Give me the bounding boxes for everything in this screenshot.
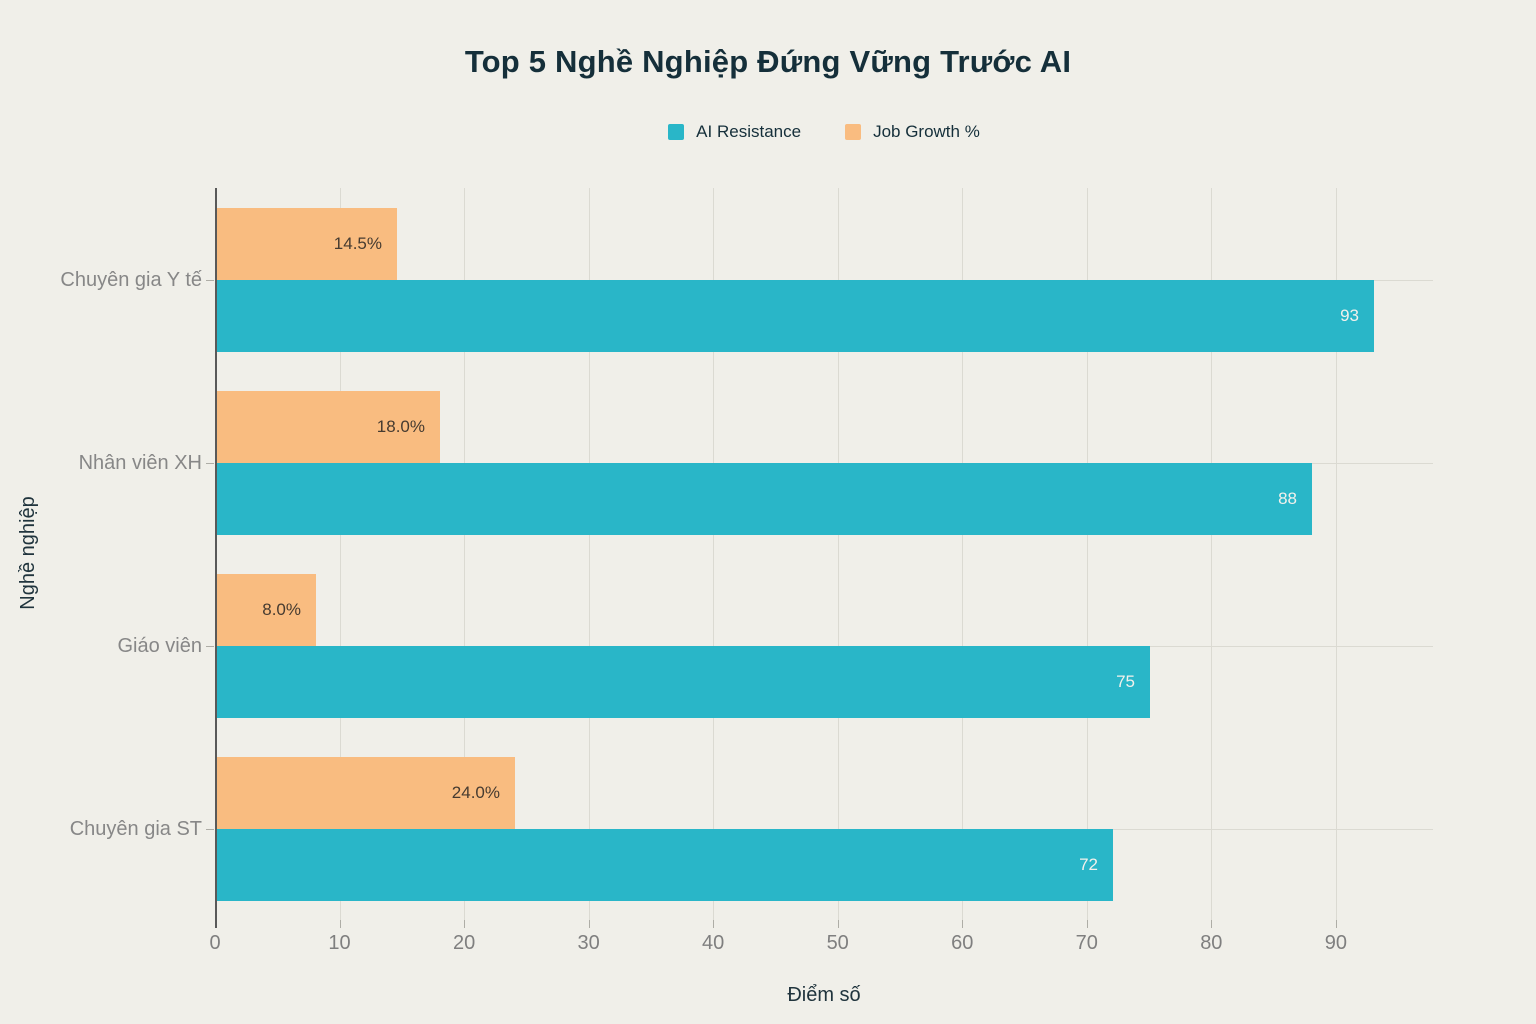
bar-label-job-growth: 8.0% [262,599,301,619]
x-tick-label: 40 [702,932,725,954]
legend-swatch-job-growth-icon [845,124,862,140]
bar-label-job-growth: 14.5% [333,233,382,253]
x-tick-mark [1335,920,1337,928]
x-tick-label: 80 [1200,932,1223,954]
gridline-vertical [713,188,715,920]
y-tick-mark [206,279,214,281]
y-axis-category-label: Chuyên gia ST [69,817,202,840]
chart-title: Top 5 Nghề Nghiệp Đứng Vững Trước AI [464,44,1072,79]
x-tick-mark [713,920,715,928]
x-tick-label: 20 [452,932,476,954]
x-tick-mark [962,920,964,928]
x-axis-title: Điểm số [787,984,861,1006]
x-tick-mark [1086,920,1088,928]
bar-job-growth[interactable] [216,573,316,646]
gridline-vertical [339,188,341,920]
gridline-vertical [1086,188,1088,920]
y-axis-title: Nghề nghiệp [17,496,39,610]
x-tick-label: 70 [1075,932,1098,954]
x-tick-mark [1211,920,1213,928]
y-axis-category-label: Nhân viên XH [78,451,202,474]
y-tick-mark [206,828,214,830]
legend-item-job-growth[interactable]: Job Growth % [845,122,980,142]
bar-label-ai-resistance: 75 [1116,671,1135,691]
x-tick-label: 0 [209,932,221,954]
y-axis-line [215,188,217,928]
gridline-vertical [837,188,839,920]
y-tick-mark [206,645,214,647]
bar-ai-resistance[interactable] [216,645,1150,718]
x-tick-label: 30 [577,932,600,954]
bar-label-ai-resistance: 93 [1340,305,1359,325]
bar-ai-resistance[interactable] [216,828,1113,901]
bar-label-job-growth: 18.0% [376,416,425,436]
y-axis-category-label: Giáo viên [117,634,203,657]
gridline-vertical [962,188,964,920]
bar-label-job-growth: 24.0% [451,782,500,802]
bar-job-growth[interactable] [216,756,515,829]
gridline-vertical [1211,188,1213,920]
x-tick-mark [339,920,341,928]
x-tick-label: 90 [1324,932,1347,954]
x-tick-label: 10 [328,932,351,954]
y-axis-category-label: Chuyên gia Y tế [60,268,202,291]
y-tick-mark [206,462,214,464]
legend-swatch-ai-resistance-icon [668,124,685,140]
x-tick-mark [837,920,839,928]
legend-label: Job Growth % [873,122,980,141]
gridline-vertical [588,188,590,920]
legend: AI Resistance Job Growth % [215,116,1433,148]
bar-ai-resistance[interactable] [216,279,1374,352]
x-tick-label: 60 [951,932,974,954]
bar-label-ai-resistance: 88 [1278,488,1297,508]
x-tick-mark [588,920,590,928]
legend-item-ai-resistance[interactable]: AI Resistance [668,122,801,142]
legend-label: AI Resistance [696,122,802,141]
x-tick-label: 50 [826,932,849,954]
gridline-vertical [464,188,466,920]
bar-ai-resistance[interactable] [216,462,1312,535]
bar-job-growth[interactable] [216,390,440,463]
bar-label-ai-resistance: 72 [1079,854,1098,874]
bar-job-growth[interactable] [216,207,397,280]
gridline-vertical [1335,188,1337,920]
x-tick-mark [464,920,466,928]
